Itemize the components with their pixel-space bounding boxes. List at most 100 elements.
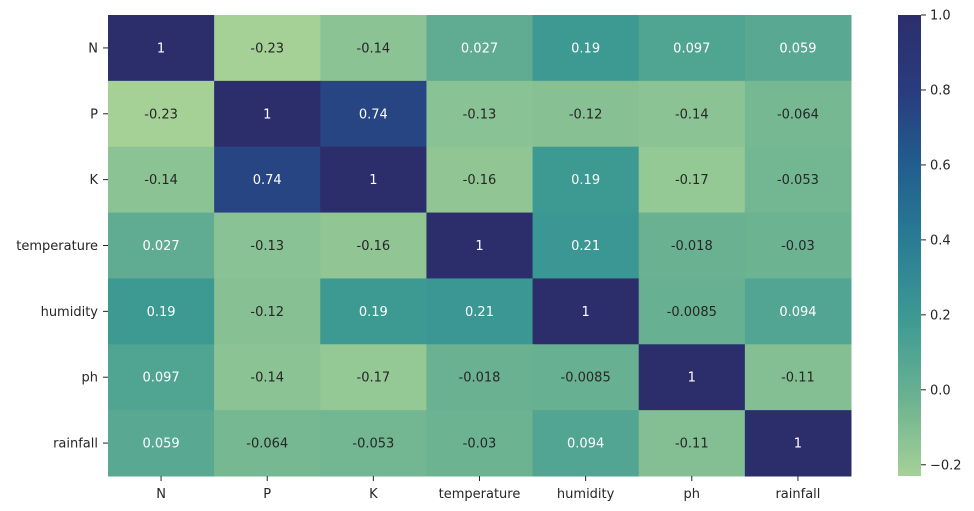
- heatmap-cell-1-0: [108, 80, 215, 148]
- heatmap-value-label-4-3: 0.21: [465, 305, 494, 320]
- heatmap-value-label-3-2: -0.16: [357, 239, 391, 254]
- heatmap-value-label-3-0: 0.027: [142, 239, 179, 254]
- heatmap-cell-0-5: [638, 15, 746, 82]
- heatmap-cell-4-3: [426, 278, 534, 345]
- heatmap-cell-6-0: [108, 410, 215, 477]
- y-tick-label-1: P: [90, 107, 98, 122]
- y-tick-label-2: K: [89, 173, 98, 188]
- heatmap-value-label-0-0: 1: [157, 41, 165, 56]
- y-tick-label-6: rainfall: [53, 437, 98, 452]
- heatmap-cell-1-5: [638, 80, 746, 148]
- heatmap-cell-4-5: [638, 278, 746, 345]
- heatmap-cell-6-3: [426, 410, 534, 477]
- heatmap-cell-3-0: [108, 212, 215, 279]
- heatmap-cell-0-6: [744, 15, 852, 82]
- heatmap-cell-2-4: [532, 146, 640, 214]
- heatmap-cell-2-5: [638, 146, 746, 214]
- colorbar-ticks: 1.0 0.8 0.6 0.4 0.2 0.0 −0.2: [921, 9, 962, 473]
- heatmap-value-label-4-6: 0.094: [779, 305, 816, 320]
- heatmap-value-label-3-6: -0.03: [781, 239, 815, 254]
- heatmap-cell-labels: 1 -0.23 -0.14 0.027 0.19 0.097 0.059 -0.23 1 0.74…: [142, 41, 818, 451]
- heatmap-cell-5-0: [108, 344, 215, 411]
- heatmap-cell-3-2: [320, 212, 427, 279]
- heatmap-value-label-1-4: -0.12: [569, 107, 603, 122]
- colorbar-tick-label-0: 1.0: [930, 9, 951, 24]
- heatmap-value-label-6-6: 1: [794, 437, 802, 452]
- heatmap-cell-1-2: [320, 80, 427, 148]
- heatmap-cells: [108, 15, 852, 477]
- heatmap-cell-0-1: [214, 15, 321, 82]
- heatmap-cell-6-6: [744, 410, 852, 477]
- heatmap-value-label-2-6: -0.053: [777, 173, 819, 188]
- heatmap-value-label-4-1: -0.12: [250, 305, 284, 320]
- colorbar: 1.0 0.8 0.6 0.4 0.2 0.0 −0.2: [898, 9, 962, 476]
- x-tick-label-5: ph: [684, 487, 701, 502]
- heatmap-cell-5-5: [638, 344, 746, 411]
- heatmap-cell-1-4: [532, 80, 640, 148]
- heatmap-value-label-6-3: -0.03: [463, 437, 497, 452]
- x-tick-label-1: P: [263, 487, 271, 502]
- heatmap-value-label-0-5: 0.097: [673, 41, 710, 56]
- heatmap-value-label-0-1: -0.23: [250, 41, 284, 56]
- heatmap-cell-5-2: [320, 344, 427, 411]
- heatmap-value-label-5-4: -0.0085: [561, 371, 611, 386]
- heatmap-cell-0-0: [108, 15, 215, 82]
- heatmap-value-label-1-3: -0.13: [463, 107, 497, 122]
- heatmap-value-label-3-3: 1: [475, 239, 483, 254]
- heatmap-value-label-4-5: -0.0085: [667, 305, 717, 320]
- heatmap-value-label-5-2: -0.17: [357, 371, 391, 386]
- heatmap-value-label-6-4: 0.094: [567, 437, 604, 452]
- heatmap-value-label-3-4: 0.21: [571, 239, 600, 254]
- x-tick-label-6: rainfall: [775, 487, 820, 502]
- heatmap-value-label-5-3: -0.018: [459, 371, 501, 386]
- heatmap-cell-5-4: [532, 344, 640, 411]
- heatmap-cell-4-6: [744, 278, 852, 345]
- heatmap-cell-1-1: [214, 80, 321, 148]
- heatmap-cell-0-3: [426, 15, 534, 82]
- heatmap-value-label-2-2: 1: [369, 173, 377, 188]
- colorbar-gradient: [898, 15, 921, 476]
- heatmap-value-label-6-1: -0.064: [246, 437, 288, 452]
- heatmap-value-label-2-5: -0.17: [675, 173, 709, 188]
- heatmap-value-label-1-2: 0.74: [359, 107, 388, 122]
- heatmap-cell-2-2: [320, 146, 427, 214]
- heatmap-cell-2-0: [108, 146, 215, 214]
- heatmap-cell-5-6: [744, 344, 852, 411]
- heatmap-value-label-6-5: -0.11: [675, 437, 709, 452]
- heatmap-cell-5-3: [426, 344, 534, 411]
- y-tick-label-5: ph: [82, 371, 99, 386]
- heatmap-value-label-1-0: -0.23: [144, 107, 178, 122]
- heatmap-cell-0-4: [532, 15, 640, 82]
- heatmap-value-label-5-6: -0.11: [781, 371, 815, 386]
- heatmap-value-label-5-1: -0.14: [250, 371, 284, 386]
- heatmap-value-label-3-1: -0.13: [250, 239, 284, 254]
- heatmap-cell-4-0: [108, 278, 215, 345]
- heatmap-cell-3-5: [638, 212, 746, 279]
- heatmap-value-label-2-1: 0.74: [253, 173, 282, 188]
- x-tick-label-4: humidity: [557, 487, 615, 502]
- heatmap-value-label-2-4: 0.19: [571, 173, 600, 188]
- heatmap-cell-2-3: [426, 146, 534, 214]
- colorbar-tick-label-4: 0.2: [930, 308, 951, 323]
- heatmap-cell-6-5: [638, 410, 746, 477]
- heatmap-value-label-1-1: 1: [263, 107, 271, 122]
- colorbar-tick-label-2: 0.6: [930, 158, 951, 173]
- heatmap-cell-3-3: [426, 212, 534, 279]
- heatmap-cell-6-4: [532, 410, 640, 477]
- heatmap-value-label-2-0: -0.14: [144, 173, 178, 188]
- y-tick-label-0: N: [88, 41, 98, 56]
- heatmap-value-label-3-5: -0.018: [671, 239, 713, 254]
- x-tick-label-3: temperature: [439, 487, 521, 502]
- heatmap-value-label-6-0: 0.059: [142, 437, 179, 452]
- heatmap-cell-3-1: [214, 212, 321, 279]
- heatmap-value-label-5-5: 1: [688, 371, 696, 386]
- colorbar-tick-label-6: −0.2: [930, 458, 962, 473]
- heatmap-value-label-2-3: -0.16: [463, 173, 497, 188]
- x-tick-label-0: N: [156, 487, 166, 502]
- y-tick-label-4: humidity: [41, 305, 99, 320]
- heatmap-cell-0-2: [320, 15, 427, 82]
- heatmap-cell-4-2: [320, 278, 427, 345]
